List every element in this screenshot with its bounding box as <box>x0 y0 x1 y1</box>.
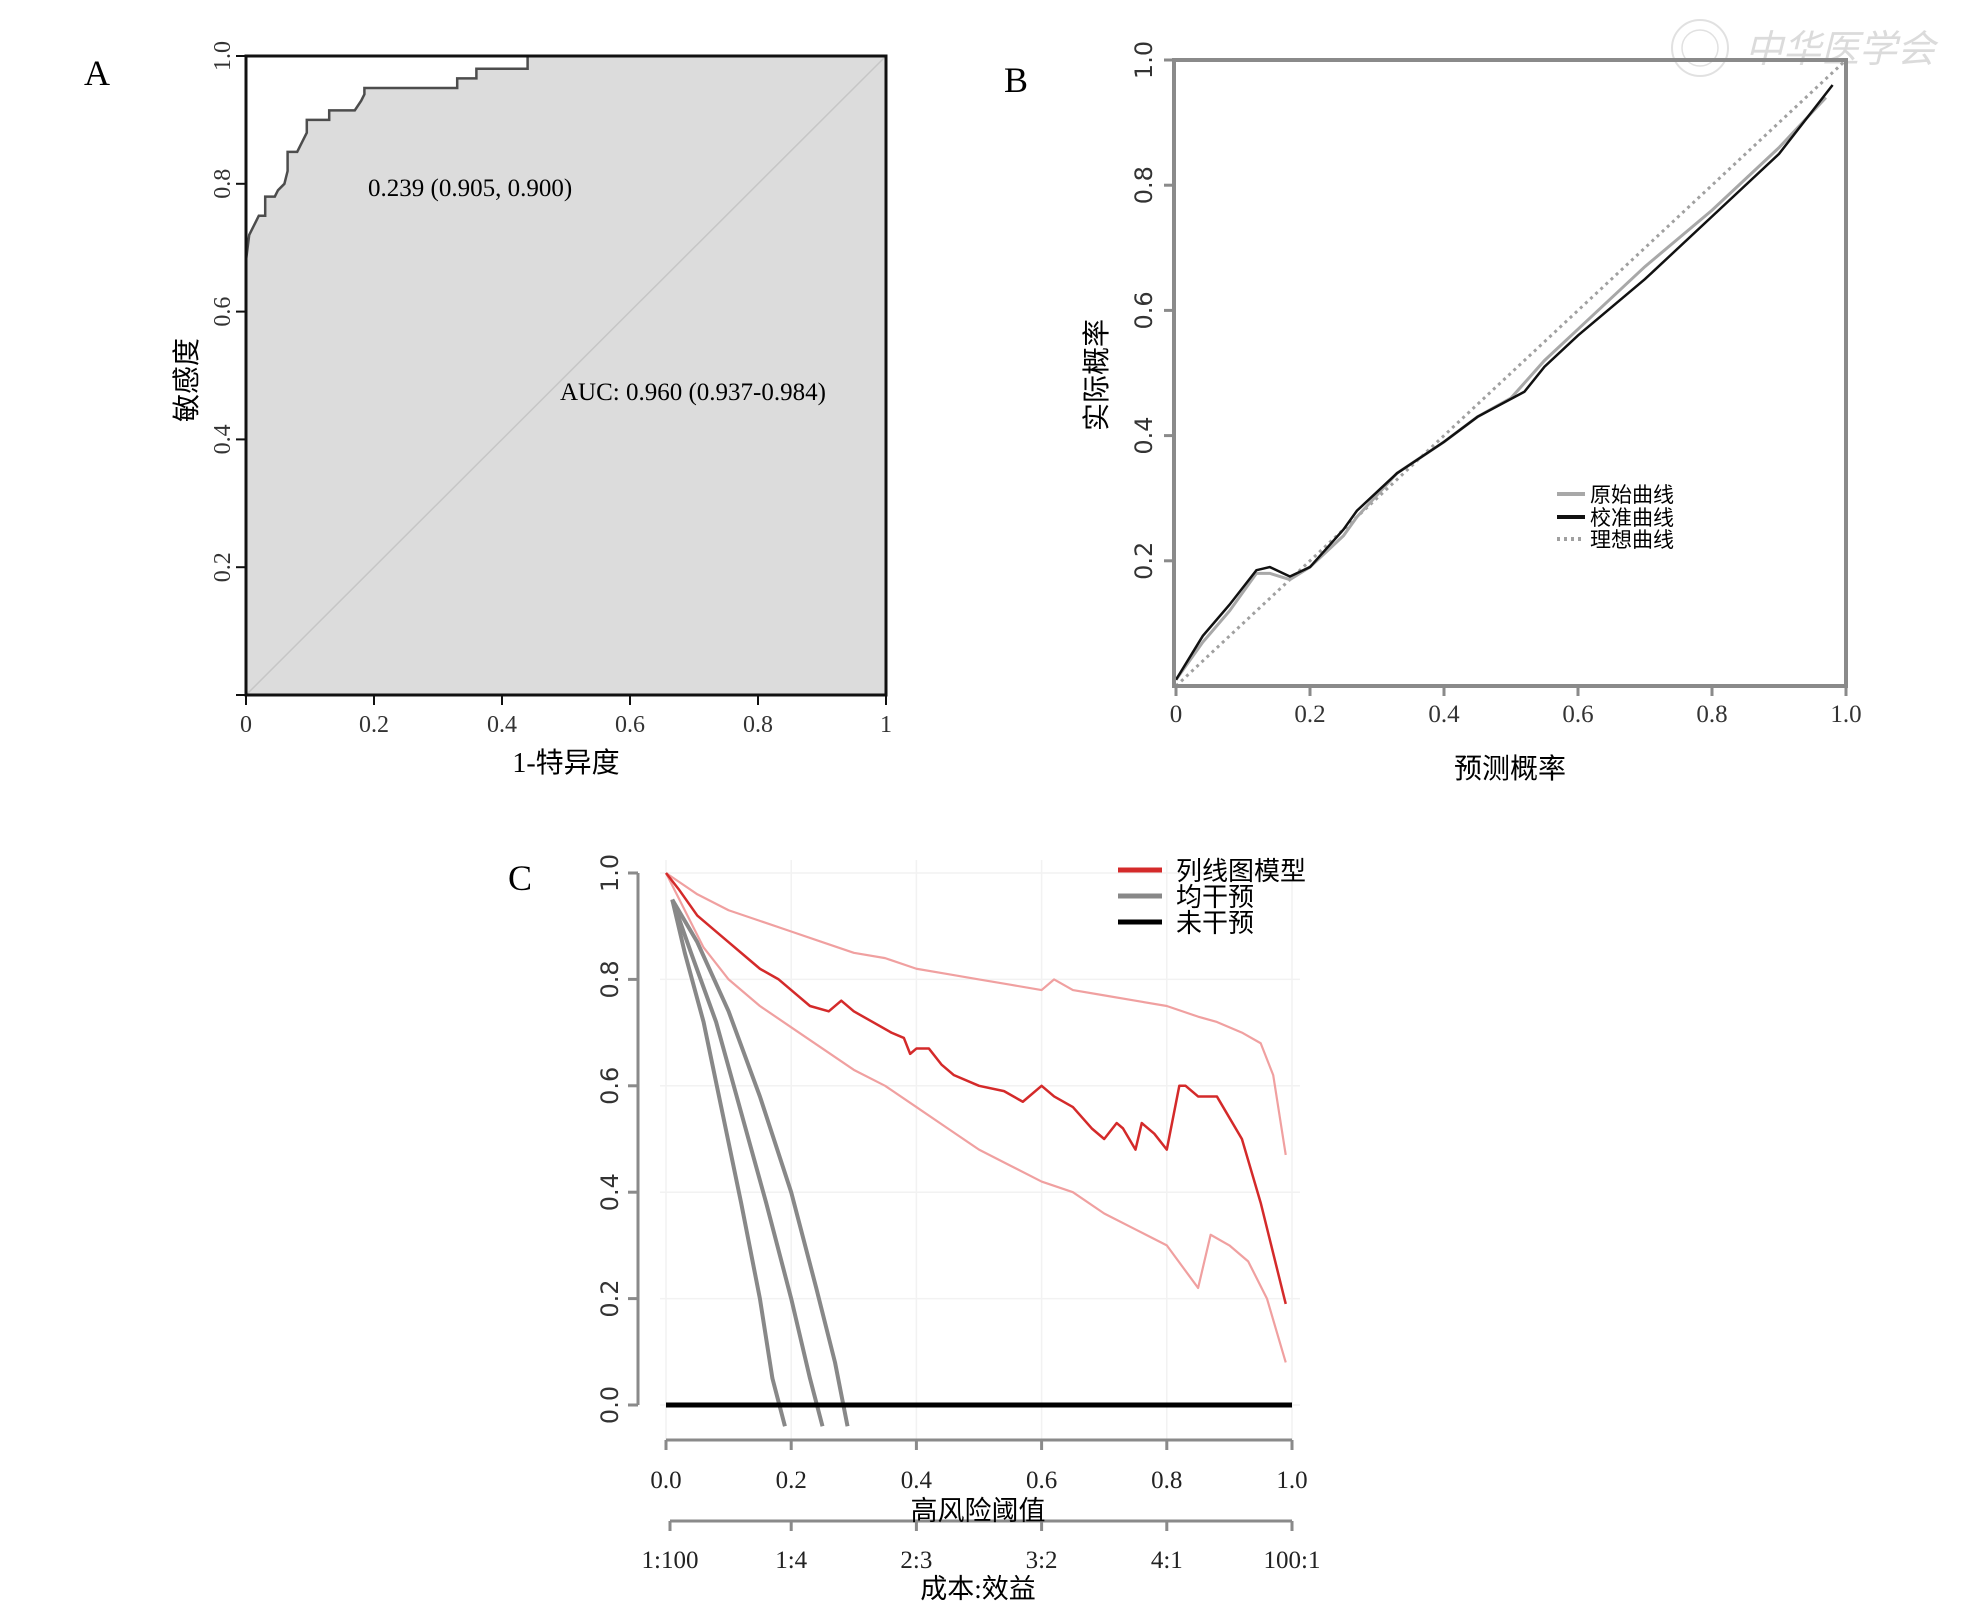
roc-y-tick-label: 0.6 <box>210 297 236 327</box>
dca-secondary-tick-label: 3:2 <box>1026 1547 1058 1574</box>
roc-x-tick-label: 0.6 <box>615 712 645 738</box>
panel-a-roc: A 0 0.2 0.4 0.6 0.8 1 0.2 0.4 0.6 0.8 1.0 0.239 (… <box>84 41 892 779</box>
dca-nomogram-upper-ci <box>665 872 1287 1156</box>
calibration-x-tick-label: 0.2 <box>1294 701 1325 728</box>
roc-x-ticks: 0 0.2 0.4 0.6 0.8 1 <box>240 695 892 738</box>
dca-y-tick-label: 0.0 <box>596 1386 624 1424</box>
dca-y-tick-label: 0.8 <box>596 960 624 998</box>
roc-y-tick-label: 0.8 <box>210 169 236 199</box>
dca-cost-benefit-axis: 1:100 1:4 2:3 3:2 4:1 100:1 <box>642 1519 1321 1574</box>
dca-treat-all-line <box>670 899 787 1427</box>
calibration-raw-curve <box>1174 96 1827 681</box>
roc-plot-frame <box>244 54 888 697</box>
calibration-plot-frame <box>1172 58 1848 688</box>
roc-y-axis-label: 敏感度 <box>171 338 203 422</box>
roc-x-tick-label: 1 <box>880 712 892 738</box>
roc-auc-annotation: AUC: 0.960 (0.937-0.984) <box>560 379 826 406</box>
dca-secondary-tick-label: 2:3 <box>900 1547 932 1574</box>
panel-label-b: B <box>1004 60 1028 100</box>
calibration-x-tick-label: 1.0 <box>1830 701 1861 728</box>
dca-x-tick-label: 1.0 <box>1276 1467 1307 1494</box>
society-seal-inner-icon <box>1681 29 1719 67</box>
calibration-y-tick-label: 0.8 <box>1130 166 1158 204</box>
calibration-y-tick-label: 0.2 <box>1130 542 1158 580</box>
dca-x-axis-label: 高风险阈值 <box>911 1496 1046 1526</box>
calibration-x-tick-label: 0.4 <box>1428 701 1460 728</box>
dca-y-axis: 0.0 0.2 0.4 0.6 0.8 1.0 <box>596 854 640 1424</box>
roc-cutoff-annotation: 0.239 (0.905, 0.900) <box>368 175 572 202</box>
panel-b-calibration: B 0 0.2 0.4 0.6 0.8 1.0 0.2 0.4 0.6 0.8 1.0 原始曲线 … <box>1004 41 1862 785</box>
dca-secondary-tick-label: 1:100 <box>642 1547 699 1574</box>
panel-label-a: A <box>84 53 110 93</box>
roc-x-tick-label: 0 <box>240 712 252 738</box>
society-seal-icon <box>1671 19 1729 77</box>
roc-y-tick-label: 0.2 <box>210 552 236 582</box>
calibration-y-axis-label: 实际概率 <box>1080 319 1113 431</box>
dca-y-tick-label: 1.0 <box>596 854 624 892</box>
dca-x-axis: 0.0 0.2 0.4 0.6 0.8 1.0 <box>650 1438 1308 1494</box>
dca-y-tick-label: 0.6 <box>596 1067 624 1105</box>
calibration-x-tick-label: 0.6 <box>1562 701 1593 728</box>
dca-y-tick-label: 0.4 <box>596 1173 624 1211</box>
panel-label-c: C <box>508 858 532 898</box>
dca-x-tick-label: 0.8 <box>1151 1467 1182 1494</box>
legend-label-raw: 原始曲线 <box>1590 483 1674 507</box>
legend-label-calibrated: 校准曲线 <box>1590 506 1674 530</box>
dca-nomogram-line <box>665 872 1287 1305</box>
legend-label-treat-all: 均干预 <box>1176 883 1254 913</box>
dca-x-tick-label: 0.6 <box>1026 1467 1057 1494</box>
roc-x-axis-label: 1-特异度 <box>512 747 619 779</box>
roc-x-tick-label: 0.2 <box>359 712 389 738</box>
dca-secondary-tick-label: 100:1 <box>1264 1547 1321 1574</box>
calibration-x-tick-label: 0.8 <box>1696 701 1727 728</box>
dca-legend: 列线图模型 均干预 未干预 <box>1118 857 1306 939</box>
calibration-x-axis-label: 预测概率 <box>1454 752 1566 785</box>
calibration-y-tick-label: 0.4 <box>1130 417 1158 455</box>
dca-series <box>665 872 1292 1427</box>
roc-x-tick-label: 0.8 <box>743 712 773 738</box>
dca-x-tick-label: 0.4 <box>901 1467 933 1494</box>
calibration-legend: 原始曲线 校准曲线 理想曲线 <box>1557 483 1674 552</box>
roc-reference-line <box>245 55 887 696</box>
dca-y-tick-label: 0.2 <box>596 1280 624 1318</box>
dca-secondary-tick-label: 4:1 <box>1151 1547 1183 1574</box>
panel-c-decision-curve: C 0.00.20.40.60.81.0 0.0 0.2 0.4 0.6 0.8 1.0 … <box>508 854 1320 1604</box>
dca-treat-all-lower-ci <box>670 898 850 1427</box>
roc-y-tick-label: 0.4 <box>210 424 236 454</box>
calibration-y-tick-label: 1.0 <box>1130 41 1158 79</box>
dca-secondary-x-axis-label: 成本:效益 <box>920 1574 1036 1604</box>
calibration-x-ticks: 0 0.2 0.4 0.6 0.8 1.0 <box>1170 686 1862 728</box>
calibration-ideal-line <box>1174 58 1848 688</box>
legend-label-nomogram: 列线图模型 <box>1176 857 1306 887</box>
calibration-x-tick-label: 0 <box>1170 701 1183 728</box>
watermark: 中华医学会 <box>1671 19 1939 77</box>
calibration-corrected-curve <box>1174 84 1834 681</box>
dca-secondary-tick-label: 1:4 <box>775 1547 807 1574</box>
dca-treat-all-upper-ci <box>670 898 825 1427</box>
legend-label-ideal: 理想曲线 <box>1590 528 1674 552</box>
legend-label-treat-none: 未干预 <box>1176 909 1254 939</box>
dca-nomogram-lower-ci <box>665 872 1287 1363</box>
dca-x-tick-label: 0.2 <box>776 1467 807 1494</box>
roc-y-ticks: 0.2 0.4 0.6 0.8 1.0 <box>210 41 246 696</box>
roc-x-tick-label: 0.4 <box>487 712 517 738</box>
roc-y-tick-label: 1.0 <box>210 41 236 71</box>
roc-curve <box>244 54 886 695</box>
calibration-y-ticks: 0.2 0.4 0.6 0.8 1.0 <box>1130 41 1174 580</box>
dca-x-tick-label: 0.0 <box>650 1467 681 1494</box>
calibration-y-tick-label: 0.6 <box>1130 291 1158 329</box>
